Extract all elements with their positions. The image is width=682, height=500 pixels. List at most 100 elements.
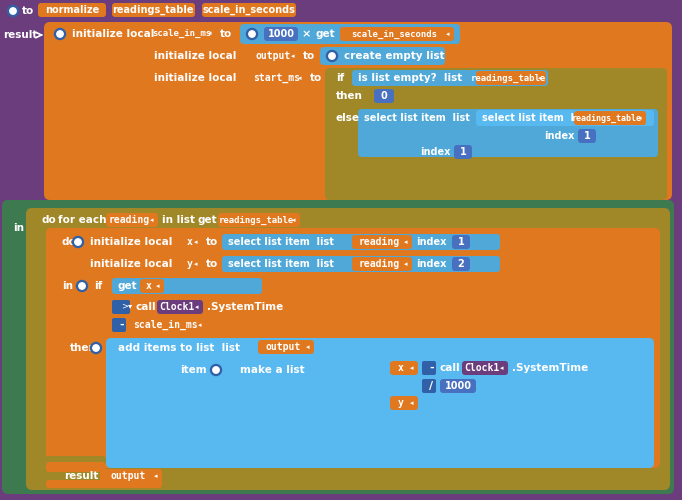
Text: ◂: ◂	[207, 30, 211, 36]
FancyBboxPatch shape	[258, 340, 314, 354]
Text: ◂: ◂	[638, 115, 641, 121]
Text: select list item  list: select list item list	[364, 113, 470, 123]
FancyBboxPatch shape	[112, 3, 195, 17]
Text: readings_table: readings_table	[471, 74, 546, 82]
Text: to: to	[303, 51, 315, 61]
Text: output: output	[255, 51, 291, 61]
Text: index: index	[416, 237, 447, 247]
FancyBboxPatch shape	[240, 24, 460, 44]
Text: get: get	[315, 29, 335, 39]
Circle shape	[246, 28, 258, 40]
Text: .SystemTime: .SystemTime	[512, 363, 589, 373]
Text: ◂: ◂	[194, 261, 197, 267]
FancyBboxPatch shape	[476, 71, 546, 85]
Text: ◂: ◂	[291, 53, 294, 59]
FancyBboxPatch shape	[26, 208, 670, 490]
Text: ◂: ◂	[194, 239, 197, 245]
Text: ◂: ◂	[194, 304, 198, 310]
Text: start_ms: start_ms	[253, 73, 300, 83]
FancyBboxPatch shape	[320, 47, 445, 65]
FancyBboxPatch shape	[422, 379, 436, 393]
FancyBboxPatch shape	[222, 234, 500, 250]
Text: ◂: ◂	[404, 239, 407, 245]
Text: index: index	[416, 259, 447, 269]
Text: item: item	[180, 365, 207, 375]
Text: ◂: ◂	[153, 473, 157, 479]
FancyBboxPatch shape	[157, 300, 203, 314]
FancyBboxPatch shape	[140, 279, 164, 293]
Text: else: else	[336, 113, 360, 123]
Text: .SystemTime: .SystemTime	[207, 302, 283, 312]
FancyBboxPatch shape	[422, 361, 436, 375]
FancyBboxPatch shape	[202, 3, 296, 17]
Circle shape	[329, 53, 335, 59]
Text: ◂: ◂	[149, 217, 153, 223]
Text: 1000: 1000	[445, 381, 471, 391]
Circle shape	[211, 364, 222, 376]
FancyBboxPatch shape	[264, 27, 298, 41]
Text: ◂: ◂	[409, 365, 413, 371]
FancyBboxPatch shape	[452, 235, 470, 249]
FancyBboxPatch shape	[184, 235, 202, 249]
Text: in list: in list	[162, 215, 195, 225]
Text: initialize local: initialize local	[72, 29, 154, 39]
Text: 2: 2	[458, 259, 464, 269]
Text: reading: reading	[359, 259, 400, 269]
FancyBboxPatch shape	[112, 318, 126, 332]
Text: y: y	[187, 259, 193, 269]
FancyBboxPatch shape	[352, 257, 412, 271]
Text: create empty list: create empty list	[344, 51, 445, 61]
Text: ◂: ◂	[198, 322, 201, 328]
Text: -: -	[119, 320, 123, 330]
FancyBboxPatch shape	[578, 129, 596, 143]
FancyBboxPatch shape	[390, 396, 418, 410]
Text: to: to	[22, 6, 34, 16]
Text: ◂: ◂	[409, 400, 413, 406]
Text: get: get	[118, 281, 138, 291]
Circle shape	[8, 6, 18, 16]
Text: reading: reading	[108, 215, 149, 225]
Text: scale_in_ms: scale_in_ms	[133, 320, 197, 330]
FancyBboxPatch shape	[130, 318, 206, 332]
Text: call: call	[440, 363, 460, 373]
Text: index: index	[420, 147, 450, 157]
Text: if: if	[336, 73, 344, 83]
Circle shape	[249, 31, 255, 37]
FancyBboxPatch shape	[46, 480, 162, 488]
Text: 0: 0	[381, 91, 387, 101]
Text: ◂: ◂	[404, 261, 407, 267]
Text: x: x	[146, 281, 152, 291]
Circle shape	[10, 8, 16, 14]
FancyBboxPatch shape	[452, 257, 470, 271]
FancyBboxPatch shape	[26, 456, 106, 470]
Text: -: -	[429, 363, 434, 373]
Text: Clock1: Clock1	[464, 363, 500, 373]
Text: for each: for each	[58, 215, 106, 225]
Text: output: output	[265, 342, 301, 352]
FancyBboxPatch shape	[352, 70, 548, 86]
FancyBboxPatch shape	[222, 256, 500, 272]
Circle shape	[79, 283, 85, 289]
Text: then: then	[70, 343, 97, 353]
Text: result: result	[64, 471, 98, 481]
Text: select list item  list: select list item list	[228, 259, 334, 269]
Text: reading: reading	[359, 237, 400, 247]
FancyBboxPatch shape	[46, 228, 660, 468]
FancyBboxPatch shape	[44, 22, 672, 200]
FancyBboxPatch shape	[2, 200, 674, 494]
Text: is list empty?  list: is list empty? list	[358, 73, 462, 83]
FancyBboxPatch shape	[154, 26, 216, 40]
FancyBboxPatch shape	[462, 361, 508, 375]
FancyBboxPatch shape	[2, 2, 324, 20]
Text: y: y	[398, 398, 404, 408]
FancyBboxPatch shape	[253, 49, 299, 63]
Text: in: in	[13, 223, 24, 233]
Text: 1: 1	[584, 131, 591, 141]
Circle shape	[72, 236, 83, 248]
Text: ×: ×	[302, 29, 312, 39]
Text: initialize local: initialize local	[90, 259, 173, 269]
Text: readings_table: readings_table	[572, 114, 642, 122]
FancyBboxPatch shape	[38, 3, 106, 17]
Text: then: then	[336, 91, 363, 101]
Text: get: get	[197, 215, 217, 225]
